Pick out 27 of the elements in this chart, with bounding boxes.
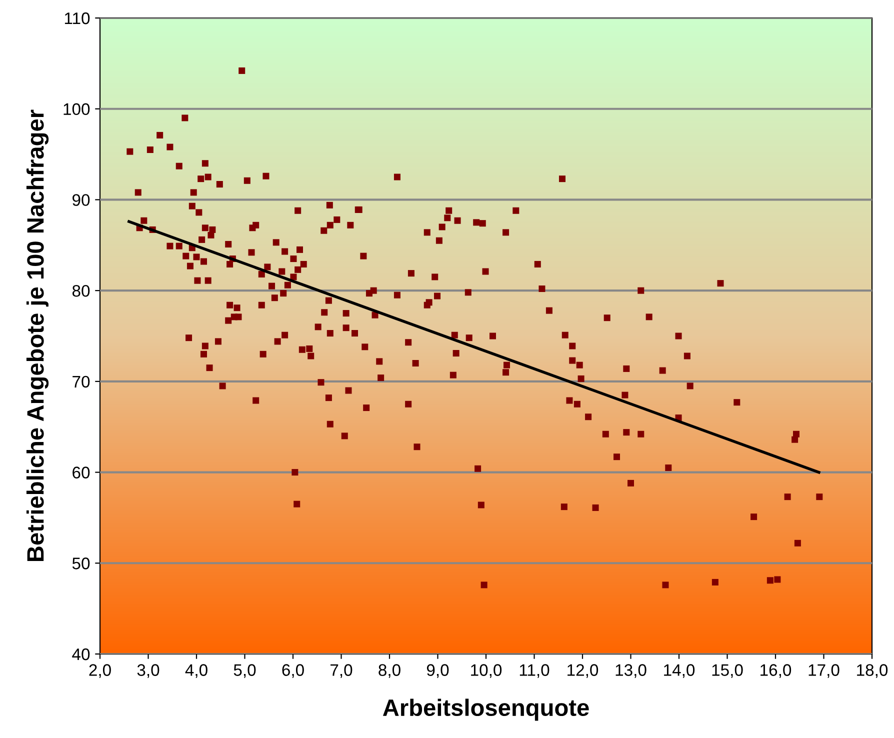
y-tick-label: 70 <box>72 376 90 388</box>
x-tick-label: 6,0 <box>282 664 304 678</box>
x-tick-label: 18,0 <box>857 664 888 678</box>
x-axis-title: Arbeitslosenquote <box>382 698 589 721</box>
x-tick-label: 3,0 <box>137 664 160 678</box>
y-tick-label: 60 <box>72 466 90 478</box>
x-tick-label: 8,0 <box>378 664 400 678</box>
x-tick-label: 9,0 <box>426 664 449 678</box>
x-tick-label: 11,0 <box>520 664 550 678</box>
y-tick-label: 50 <box>72 558 90 570</box>
x-tick-label: 12,0 <box>568 664 598 678</box>
y-tick-label: 80 <box>72 284 90 297</box>
y-axis-title: Betriebliche Angebote je 100 Nachfrager <box>26 110 49 561</box>
x-tick-label: 10,0 <box>471 664 502 678</box>
x-tick-label: 2,0 <box>89 664 111 678</box>
x-tick-label: 15,0 <box>712 664 743 678</box>
x-tick-label: 17,0 <box>808 664 840 678</box>
x-tick-label: 7,0 <box>330 664 352 678</box>
x-tick-label: 4,0 <box>185 664 208 678</box>
y-tick-label: 90 <box>72 194 90 206</box>
y-tick-label: 100 <box>64 103 90 116</box>
x-tick-label: 13,0 <box>616 664 646 678</box>
y-tick-label: 110 <box>64 12 90 24</box>
x-tick-label: 14,0 <box>664 664 695 678</box>
x-tick-label: 5,0 <box>234 664 256 678</box>
x-tick-label: 16,0 <box>760 664 792 678</box>
y-tick-label: 40 <box>72 648 90 660</box>
